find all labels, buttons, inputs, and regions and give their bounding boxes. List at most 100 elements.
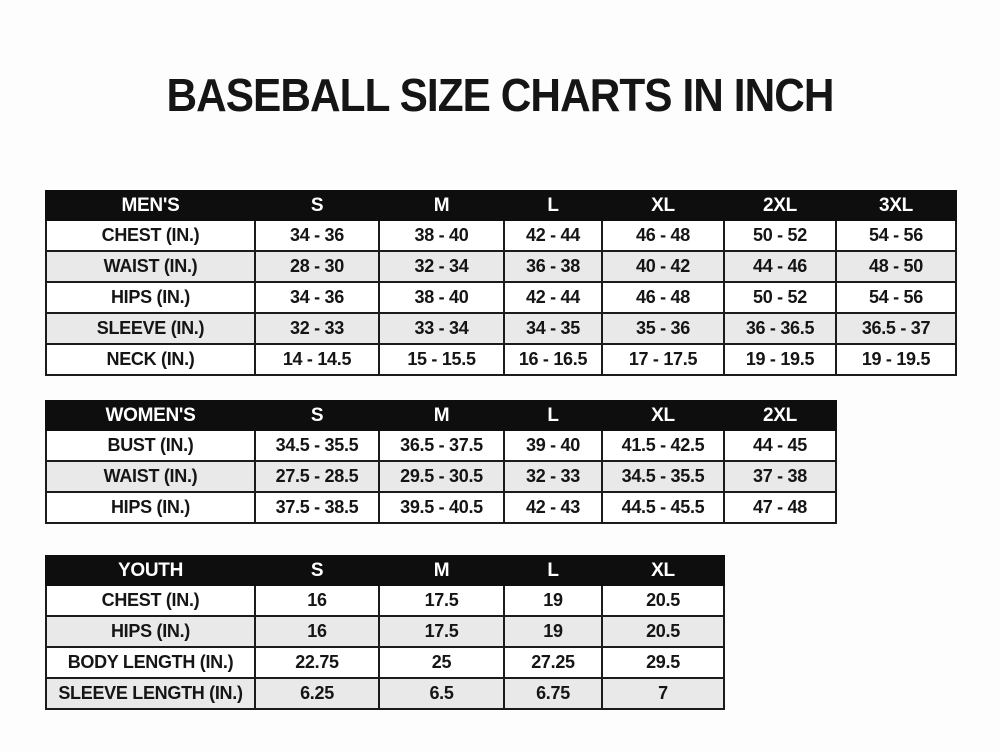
measurement-value-cell: 37 - 38 (723, 460, 837, 493)
measurement-value-cell: 39 - 40 (503, 429, 603, 462)
measurement-row: BUST (IN.) 34.5 - 35.5 36.5 - 37.5 39 - 40 4… (45, 429, 837, 462)
measurement-value-cell: 32 - 33 (503, 460, 603, 493)
measurement-label-cell: NECK (IN.) (45, 343, 256, 376)
measurement-value-cell: 34 - 36 (254, 281, 380, 314)
measurement-value-cell: 44 - 45 (723, 429, 837, 462)
size-header-cell: L (503, 555, 603, 586)
page-title: BASEBALL SIZE CHARTS IN INCH (166, 69, 834, 121)
measurement-value-cell: 6.5 (378, 677, 505, 710)
measurement-value-cell: 38 - 40 (378, 219, 505, 252)
measurement-row: HIPS (IN.) 34 - 36 38 - 40 42 - 44 46 - 48 50… (45, 281, 957, 314)
measurement-value-cell: 42 - 44 (503, 281, 603, 314)
measurement-value-cell: 54 - 56 (835, 219, 957, 252)
measurement-label-cell: HIPS (IN.) (45, 615, 256, 648)
header-row: YOUTH S M L XL (45, 555, 725, 586)
measurement-row: CHEST (IN.) 16 17.5 19 20.5 (45, 584, 725, 617)
measurement-value-cell: 36 - 38 (503, 250, 603, 283)
measurement-value-cell: 17.5 (378, 584, 505, 617)
womens-size-table: WOMEN'S S M L XL 2XL BUST (IN.) 34.5 - 35.5 36.5… (45, 400, 837, 524)
measurement-value-cell: 17.5 (378, 615, 505, 648)
size-header-cell: S (254, 555, 380, 586)
measurement-value-cell: 36.5 - 37.5 (378, 429, 505, 462)
measurement-label-cell: BODY LENGTH (IN.) (45, 646, 256, 679)
measurement-value-cell: 27.5 - 28.5 (254, 460, 380, 493)
measurement-value-cell: 40 - 42 (601, 250, 725, 283)
measurement-value-cell: 47 - 48 (723, 491, 837, 524)
table-title-cell: WOMEN'S (45, 400, 256, 431)
measurement-value-cell: 41.5 - 42.5 (601, 429, 725, 462)
measurement-label-cell: HIPS (IN.) (45, 281, 256, 314)
table-title-cell: MEN'S (45, 190, 256, 221)
table-title-cell: YOUTH (45, 555, 256, 586)
header-row: WOMEN'S S M L XL 2XL (45, 400, 837, 431)
measurement-row: WAIST (IN.) 27.5 - 28.5 29.5 - 30.5 32 - 33… (45, 460, 837, 493)
measurement-label-cell: HIPS (IN.) (45, 491, 256, 524)
measurement-value-cell: 38 - 40 (378, 281, 505, 314)
measurement-value-cell: 54 - 56 (835, 281, 957, 314)
measurement-value-cell: 6.75 (503, 677, 603, 710)
measurement-value-cell: 19 - 19.5 (723, 343, 837, 376)
measurement-value-cell: 50 - 52 (723, 219, 837, 252)
measurement-row: SLEEVE (IN.) 32 - 33 33 - 34 34 - 35 35 - 36… (45, 312, 957, 345)
measurement-value-cell: 42 - 43 (503, 491, 603, 524)
measurement-value-cell: 34 - 36 (254, 219, 380, 252)
measurement-value-cell: 39.5 - 40.5 (378, 491, 505, 524)
measurement-label-cell: WAIST (IN.) (45, 250, 256, 283)
measurement-value-cell: 34 - 35 (503, 312, 603, 345)
measurement-row: NECK (IN.) 14 - 14.5 15 - 15.5 16 - 16.5 17 … (45, 343, 957, 376)
measurement-label-cell: CHEST (IN.) (45, 584, 256, 617)
youth-size-table: YOUTH S M L XL CHEST (IN.) 16 17.5 19 20.5 HIPS (I… (45, 555, 725, 710)
measurement-value-cell: 20.5 (601, 584, 725, 617)
measurement-value-cell: 42 - 44 (503, 219, 603, 252)
measurement-value-cell: 36 - 36.5 (723, 312, 837, 345)
measurement-value-cell: 25 (378, 646, 505, 679)
size-header-cell: 2XL (723, 190, 837, 221)
measurement-value-cell: 19 - 19.5 (835, 343, 957, 376)
size-header-cell: XL (601, 400, 725, 431)
measurement-value-cell: 34.5 - 35.5 (601, 460, 725, 493)
measurement-value-cell: 48 - 50 (835, 250, 957, 283)
measurement-row: HIPS (IN.) 37.5 - 38.5 39.5 - 40.5 42 - 43 4… (45, 491, 837, 524)
measurement-label-cell: SLEEVE LENGTH (IN.) (45, 677, 256, 710)
measurement-value-cell: 16 (254, 615, 380, 648)
measurement-label-cell: CHEST (IN.) (45, 219, 256, 252)
measurement-label-cell: BUST (IN.) (45, 429, 256, 462)
mens-size-table: MEN'S S M L XL 2XL 3XL CHEST (IN.) 34 - 36 38 - 4… (45, 190, 957, 376)
measurement-label-cell: SLEEVE (IN.) (45, 312, 256, 345)
measurement-value-cell: 44.5 - 45.5 (601, 491, 725, 524)
measurement-value-cell: 7 (601, 677, 725, 710)
size-header-cell: 3XL (835, 190, 957, 221)
measurement-value-cell: 22.75 (254, 646, 380, 679)
measurement-row: BODY LENGTH (IN.) 22.75 25 27.25 29.5 (45, 646, 725, 679)
measurement-value-cell: 19 (503, 584, 603, 617)
measurement-value-cell: 37.5 - 38.5 (254, 491, 380, 524)
measurement-value-cell: 46 - 48 (601, 219, 725, 252)
measurement-value-cell: 28 - 30 (254, 250, 380, 283)
measurement-row: CHEST (IN.) 34 - 36 38 - 40 42 - 44 46 - 48 5… (45, 219, 957, 252)
measurement-value-cell: 17 - 17.5 (601, 343, 725, 376)
size-header-cell: M (378, 190, 505, 221)
measurement-value-cell: 29.5 - 30.5 (378, 460, 505, 493)
measurement-value-cell: 44 - 46 (723, 250, 837, 283)
measurement-value-cell: 16 (254, 584, 380, 617)
measurement-value-cell: 36.5 - 37 (835, 312, 957, 345)
size-header-cell: XL (601, 555, 725, 586)
measurement-row: SLEEVE LENGTH (IN.) 6.25 6.5 6.75 7 (45, 677, 725, 710)
size-header-cell: L (503, 190, 603, 221)
measurement-value-cell: 33 - 34 (378, 312, 505, 345)
measurement-row: HIPS (IN.) 16 17.5 19 20.5 (45, 615, 725, 648)
size-header-cell: M (378, 400, 505, 431)
measurement-value-cell: 32 - 34 (378, 250, 505, 283)
size-header-cell: S (254, 400, 380, 431)
size-header-cell: S (254, 190, 380, 221)
size-header-cell: M (378, 555, 505, 586)
measurement-label-cell: WAIST (IN.) (45, 460, 256, 493)
measurement-value-cell: 27.25 (503, 646, 603, 679)
measurement-value-cell: 34.5 - 35.5 (254, 429, 380, 462)
size-header-cell: L (503, 400, 603, 431)
measurement-value-cell: 19 (503, 615, 603, 648)
measurement-value-cell: 35 - 36 (601, 312, 725, 345)
measurement-value-cell: 20.5 (601, 615, 725, 648)
header-row: MEN'S S M L XL 2XL 3XL (45, 190, 957, 221)
